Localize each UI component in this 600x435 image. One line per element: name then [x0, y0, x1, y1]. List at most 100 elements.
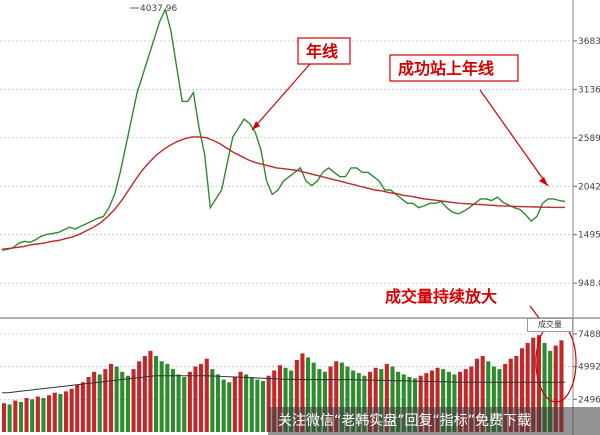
volume-bar — [525, 343, 530, 432]
volume-bar — [63, 391, 68, 432]
volume-bar — [508, 358, 513, 432]
volume-bar — [548, 350, 553, 432]
volume-bar — [277, 365, 282, 432]
volume-bar — [35, 396, 40, 432]
volume-bar — [300, 353, 305, 432]
price-tick-label: 1495 — [578, 231, 600, 241]
volume-bar — [24, 398, 29, 432]
price-tick-label: 948.0 — [578, 279, 600, 289]
volume-bar — [199, 363, 204, 432]
volume-bar — [75, 384, 80, 432]
volume-bar — [261, 380, 266, 432]
price-tick-label: 2042 — [578, 182, 600, 192]
volume-bar — [322, 371, 327, 432]
volume-bar — [441, 369, 446, 432]
volume-tick-label: 4992 — [578, 363, 600, 373]
volume-bar — [401, 374, 406, 432]
volume-bar — [69, 388, 74, 432]
volume-bar — [154, 356, 159, 432]
volume-bar — [120, 371, 125, 432]
volume-bar — [429, 370, 434, 432]
year-line-callout-box — [297, 37, 351, 65]
volume-bar — [503, 363, 508, 432]
year-line — [1, 136, 565, 250]
volume-bar — [345, 366, 350, 432]
volume-bar — [289, 370, 294, 432]
volume-bar — [148, 350, 153, 432]
volume-bar — [356, 373, 361, 432]
price-tick-label: 2589 — [578, 134, 600, 144]
year-line-callout: 年线 — [306, 42, 338, 61]
volume-bar — [142, 356, 147, 432]
volume-bar — [58, 394, 63, 432]
volume-bar — [328, 366, 333, 432]
volume-bar — [182, 377, 187, 432]
volume-callout: 成交量持续放大 — [385, 287, 497, 306]
volume-bar — [520, 348, 525, 432]
volume-bar — [18, 401, 23, 432]
cross-year-line-callout: 成功站上年线 — [398, 59, 494, 78]
volume-bar — [339, 362, 344, 432]
volume-bar — [227, 382, 232, 432]
volume-bar — [294, 360, 299, 432]
volume-bar — [306, 357, 311, 432]
price-tick-label: 3136 — [578, 85, 600, 95]
volume-bar — [531, 337, 536, 432]
volume-tick-label: 2496 — [578, 395, 600, 405]
volume-bar — [52, 392, 57, 432]
volume-bar — [244, 374, 249, 432]
volume-bar — [159, 361, 164, 432]
volume-bar — [452, 374, 457, 432]
volume-bar — [407, 377, 412, 432]
price-tick-labels: 3683 3136 2589 2042 1495 948.0 — [578, 37, 600, 289]
volume-bar — [379, 369, 384, 432]
volume-bar — [80, 382, 85, 432]
volume-bar — [486, 361, 491, 432]
price-grid — [0, 40, 577, 284]
volume-bar — [491, 366, 496, 432]
volume-bar — [193, 366, 198, 432]
volume-bar — [125, 375, 130, 432]
price-line — [1, 7, 566, 251]
volume-bar — [559, 340, 564, 432]
volume-bar — [41, 398, 46, 432]
volume-bar — [170, 369, 175, 432]
volume-bar — [232, 377, 237, 432]
volume-bar — [204, 358, 209, 432]
volume-bar — [418, 375, 423, 432]
volume-bar — [474, 358, 479, 432]
volume-bar — [165, 363, 170, 432]
volume-bar — [103, 369, 108, 432]
volume-bar — [497, 369, 502, 432]
volume-bar — [424, 373, 429, 432]
volume-bar — [86, 377, 91, 432]
volume-moving-average-line — [2, 375, 565, 394]
price-tick-label: 3683 — [578, 37, 600, 47]
peak-label: 4037.96 — [140, 4, 177, 14]
year-line-arrowhead — [252, 121, 260, 130]
volume-bars — [2, 335, 564, 432]
watermark-banner: 关注微信“老韩实盘”回复“指标”免费下载 — [268, 407, 600, 435]
volume-bar — [7, 404, 12, 432]
volume-bar — [390, 366, 395, 432]
volume-bar — [13, 400, 18, 432]
volume-bar — [176, 374, 181, 432]
volume-bar — [109, 363, 114, 432]
volume-bar — [272, 370, 277, 432]
volume-bar — [373, 367, 378, 432]
volume-tick-label: 7488 — [578, 330, 600, 340]
volume-bar — [311, 362, 316, 432]
cross-year-line-arrow — [479, 89, 549, 187]
volume-bar — [137, 361, 142, 432]
volume-bar — [351, 370, 356, 432]
volume-bar — [255, 379, 260, 432]
volume-bar — [435, 367, 440, 432]
cross-year-line-arrowhead — [539, 177, 548, 186]
volume-bar — [215, 374, 220, 432]
volume-bar — [30, 399, 35, 432]
volume-legend: 成交量 — [527, 318, 573, 332]
volume-bar — [553, 345, 558, 432]
volume-bar — [469, 366, 474, 432]
volume-bar — [384, 363, 389, 432]
volume-bar — [114, 366, 119, 432]
